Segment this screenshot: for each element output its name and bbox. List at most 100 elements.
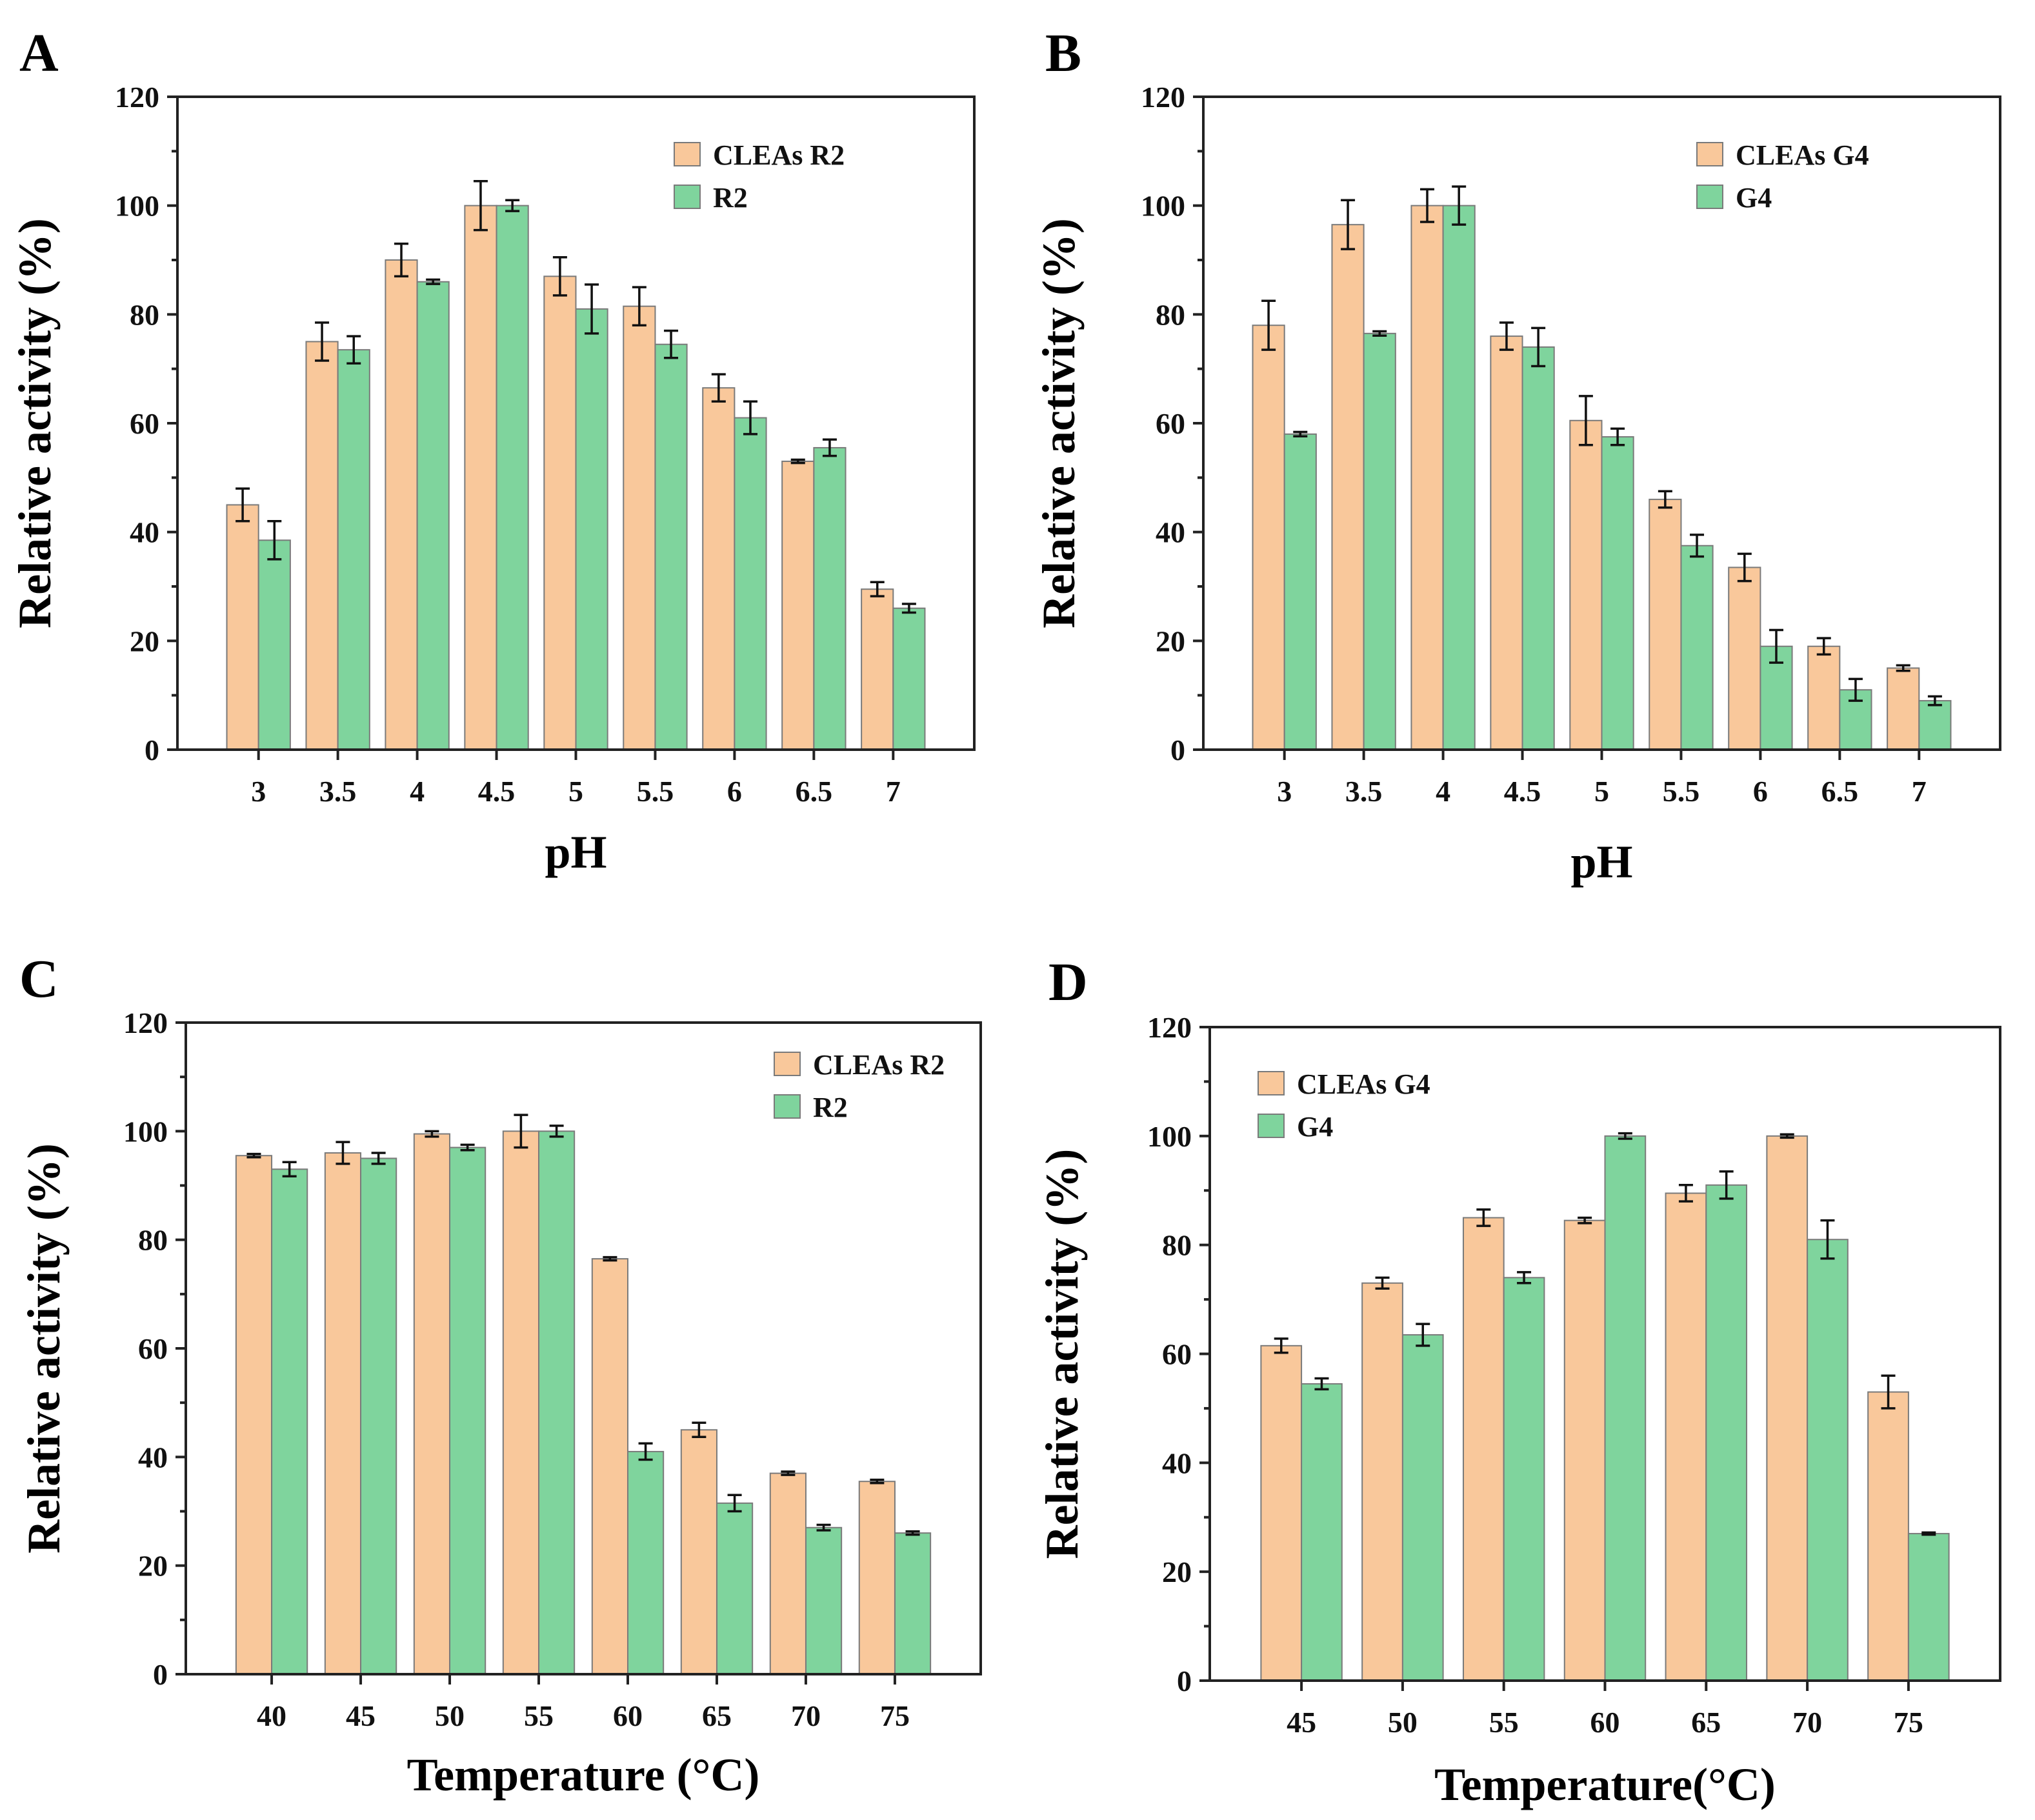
error-bar xyxy=(822,438,837,457)
free-enzyme-bar xyxy=(449,1146,486,1675)
x-tick-label: 50 xyxy=(435,1699,465,1732)
clea-bar xyxy=(235,1155,273,1675)
clea-bar xyxy=(1867,1391,1909,1681)
error-bar xyxy=(816,1523,831,1532)
y-tick-label: 60 xyxy=(1156,407,1185,440)
error-bar xyxy=(394,242,409,278)
x-tick-label: 55 xyxy=(1489,1706,1519,1739)
error-bar xyxy=(664,329,679,359)
clea-bar xyxy=(861,588,894,751)
y-tick-label: 100 xyxy=(123,1115,168,1148)
free-enzyme-bar xyxy=(1521,346,1555,750)
error-bar xyxy=(1476,1208,1491,1227)
error-bar xyxy=(727,1494,742,1513)
error-bar xyxy=(905,1530,920,1536)
clea-bar xyxy=(1490,335,1523,750)
x-tick-label: 70 xyxy=(791,1699,821,1732)
error-bar xyxy=(1896,664,1910,672)
free-enzyme-bar xyxy=(1807,1239,1849,1681)
error-bar xyxy=(371,1152,386,1165)
panel-letter: A xyxy=(19,23,59,83)
y-tick-label: 80 xyxy=(130,298,159,331)
free-enzyme-bar xyxy=(894,1532,932,1675)
legend-label: R2 xyxy=(713,182,748,214)
clea-bar xyxy=(1462,1217,1505,1682)
error-bar xyxy=(505,199,520,212)
free-enzyme-bar xyxy=(496,205,529,750)
x-tick-label: 3 xyxy=(251,775,266,808)
y-tick-label: 40 xyxy=(1162,1446,1192,1479)
clea-bar xyxy=(702,387,736,750)
x-tick-label: 6.5 xyxy=(1821,775,1859,808)
x-tick-label: 40 xyxy=(257,1699,286,1732)
y-tick-label: 0 xyxy=(153,1658,168,1691)
error-bar xyxy=(267,520,282,561)
error-bar xyxy=(236,487,250,523)
y-axis-title: Relative activity (%) xyxy=(18,1143,70,1554)
panel-a: A 0 20 40 60 80 100 120 3 3.5 4 4.5 5 5.5 6 6.5 7 pH Relat… xyxy=(9,23,976,878)
error-bar xyxy=(692,1421,707,1438)
error-bar xyxy=(1416,1323,1430,1347)
panel-c: C 0 20 40 60 80 100 120 40 45 50 55 60 65 70 75 Temperat… xyxy=(18,949,982,1801)
error-bar xyxy=(603,1255,617,1262)
free-enzyme-bar xyxy=(1918,700,1952,750)
free-enzyme-bar xyxy=(654,343,688,750)
clea-bar xyxy=(1766,1135,1809,1682)
error-bar xyxy=(1820,1219,1835,1260)
free-enzyme-bar xyxy=(1705,1184,1748,1681)
y-tick-label: 20 xyxy=(1156,625,1185,657)
x-tick-label: 4 xyxy=(410,775,425,808)
legend-swatch-clea xyxy=(1696,142,1723,166)
error-bar xyxy=(1921,1531,1936,1536)
free-enzyme-bar xyxy=(1363,332,1396,750)
error-bar xyxy=(1420,188,1435,223)
x-tick-label: 45 xyxy=(346,1699,376,1732)
error-bar xyxy=(514,1114,528,1149)
error-bar xyxy=(1578,1216,1592,1225)
x-tick-label: 6 xyxy=(1753,775,1768,808)
x-tick-label: 3 xyxy=(1277,775,1292,808)
free-enzyme-bar xyxy=(1680,545,1714,750)
free-enzyme-bar xyxy=(337,349,370,750)
clea-bar xyxy=(769,1472,807,1675)
error-bar xyxy=(638,1442,653,1461)
error-bar xyxy=(1372,330,1387,337)
y-tick-label: 20 xyxy=(130,625,159,657)
error-bar xyxy=(743,400,757,435)
free-enzyme-bar xyxy=(360,1157,397,1675)
free-enzyme-bar xyxy=(805,1526,843,1675)
y-tick-label: 40 xyxy=(1156,516,1185,549)
error-bar xyxy=(1719,1170,1734,1200)
x-tick-label: 7 xyxy=(1912,775,1927,808)
y-tick-label: 0 xyxy=(1177,1665,1192,1697)
x-tick-label: 7 xyxy=(886,775,901,808)
error-bar xyxy=(282,1161,297,1177)
y-tick-label: 120 xyxy=(1141,81,1185,114)
clea-bar xyxy=(464,205,497,750)
error-bar xyxy=(1678,1184,1693,1203)
error-bar xyxy=(1375,1276,1390,1290)
error-bar xyxy=(901,603,916,614)
legend-label: CLEAs R2 xyxy=(713,139,845,171)
legend-swatch-free-enzyme xyxy=(674,185,701,209)
error-bar xyxy=(1737,552,1752,583)
legend-label: CLEAs R2 xyxy=(813,1049,945,1081)
legend-swatch-free-enzyme xyxy=(1258,1114,1285,1138)
y-tick-label: 100 xyxy=(115,190,159,223)
x-tick-label: 45 xyxy=(1287,1706,1316,1739)
x-tick-label: 75 xyxy=(880,1699,910,1732)
clea-bar xyxy=(1569,419,1603,750)
panel-b: B 0 20 40 60 80 100 120 3 3.5 4 4.5 5 5.5 6 6.5 7 pH Relat… xyxy=(1033,23,2001,888)
error-bar xyxy=(1779,1133,1794,1139)
y-axis-title: Relative activity (%) xyxy=(9,218,61,628)
legend-swatch-clea xyxy=(1258,1071,1285,1095)
legend: CLEAs R2 R2 xyxy=(674,139,845,214)
clea-bar xyxy=(1807,645,1841,750)
error-bar xyxy=(1531,326,1546,368)
error-bar xyxy=(1578,395,1593,446)
error-bar xyxy=(1517,1271,1532,1285)
error-bar xyxy=(1610,427,1625,446)
clea-bar xyxy=(1410,205,1444,750)
x-tick-label: 65 xyxy=(702,1699,732,1732)
legend-swatch-free-enzyme xyxy=(774,1094,801,1119)
